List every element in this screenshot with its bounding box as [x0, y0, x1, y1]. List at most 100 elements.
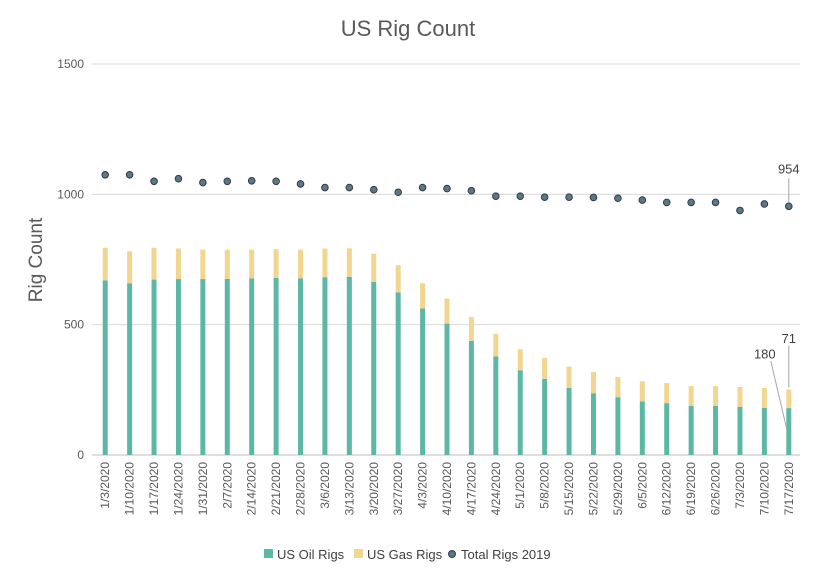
- oil-bar: [542, 378, 548, 455]
- total-rigs-point: [199, 178, 207, 187]
- oil-bar: [566, 387, 572, 455]
- oil-bar: [273, 278, 279, 455]
- x-tick-label: 3/6/2020: [318, 462, 332, 509]
- legend-label: US Oil Rigs: [277, 547, 345, 562]
- gas-bar: [566, 366, 572, 388]
- oil-bar: [322, 277, 328, 455]
- gas-bar: [493, 333, 499, 357]
- gas-bar: [590, 372, 596, 394]
- x-tick-label: 7/3/2020: [733, 462, 747, 509]
- oil-bar: [615, 397, 621, 455]
- x-tick-labels: 1/3/2020 1/10/2020 1/17/2020 1/24/2020 1/31/…: [98, 462, 796, 516]
- oil-bar: [468, 340, 474, 455]
- oil-bar: [102, 280, 108, 455]
- gas-bar: [542, 358, 548, 379]
- x-tick-label: 5/8/2020: [538, 462, 552, 509]
- x-tick-label: 5/15/2020: [562, 462, 576, 516]
- x-tick-label: 2/7/2020: [220, 462, 234, 509]
- total-rigs-point: [565, 193, 573, 202]
- total-rigs-point: [467, 186, 476, 195]
- x-tick-label: 1/10/2020: [123, 462, 137, 516]
- x-tick-label: 4/17/2020: [464, 462, 478, 516]
- gas-bar: [322, 248, 328, 278]
- x-tick-label: 2/21/2020: [269, 462, 283, 516]
- gas-bar: [468, 317, 474, 341]
- gas-bar: [639, 381, 645, 402]
- gas-bar: [761, 388, 767, 408]
- total-rigs-point: [711, 198, 720, 207]
- total-rigs-points: [101, 170, 793, 215]
- x-tick-label: 3/27/2020: [391, 462, 405, 516]
- x-tick-label: 6/5/2020: [635, 462, 649, 509]
- x-tick-label: 6/26/2020: [709, 462, 723, 516]
- data-annotations: 954 180 71: [754, 161, 800, 430]
- gas-bar: [175, 248, 181, 280]
- total-rigs-point: [736, 206, 744, 215]
- gas-bar: [713, 386, 719, 406]
- x-tick-label: 2/14/2020: [245, 462, 259, 516]
- y-tick-labels: 0 500 1000 1500: [57, 57, 84, 462]
- oil-bar: [590, 393, 596, 455]
- oil-bar: [761, 407, 767, 455]
- gas-bar: [151, 247, 157, 280]
- gas-bar: [346, 248, 352, 277]
- x-tick-label: 4/24/2020: [489, 462, 503, 516]
- x-tick-label: 2/28/2020: [294, 462, 308, 516]
- y-axis-label: Rig Count: [26, 217, 47, 302]
- x-tick-label: 5/1/2020: [513, 462, 527, 509]
- oil-bar: [664, 403, 670, 455]
- oil-bar: [346, 276, 352, 455]
- x-tick-label: 4/10/2020: [440, 462, 454, 516]
- oil-bar: [493, 356, 499, 455]
- total-rigs-point: [443, 184, 451, 193]
- total-rigs-point: [125, 170, 134, 179]
- total-rigs-point: [516, 192, 525, 200]
- y-tick-label: 500: [64, 318, 84, 332]
- oil-bar: [737, 406, 743, 455]
- gas-bar: [688, 386, 694, 406]
- gas-bar: [298, 249, 304, 279]
- gas-bar: [420, 283, 426, 309]
- total-rigs-point: [369, 185, 378, 194]
- x-tick-label: 7/17/2020: [782, 462, 796, 516]
- gas-bar: [395, 265, 401, 293]
- total-rigs-point: [150, 177, 158, 186]
- total-rigs-point: [394, 188, 402, 197]
- gas-bar: [371, 253, 377, 282]
- oil-bar: [517, 370, 523, 455]
- oil-bar: [420, 308, 426, 455]
- oil-bar: [175, 279, 181, 455]
- gas-bar: [737, 386, 743, 407]
- oil-bar: [151, 279, 157, 455]
- y-tick-label: 1000: [57, 187, 84, 201]
- legend: US Oil Rigs US Gas Rigs Total Rigs 2019: [264, 547, 551, 562]
- oil-bar: [786, 408, 792, 455]
- gas-bar: [615, 377, 621, 398]
- oil-bar: [444, 323, 450, 455]
- gas-bar: [273, 249, 279, 279]
- annotation-total: 954: [778, 161, 800, 176]
- legend-swatch: [264, 549, 273, 558]
- gas-bar: [127, 251, 133, 284]
- total-rigs-point: [272, 177, 280, 186]
- total-rigs-point: [784, 202, 793, 211]
- x-tick-label: 3/13/2020: [342, 462, 356, 516]
- bars: [102, 247, 792, 455]
- x-tick-label: 3/20/2020: [367, 462, 381, 516]
- gas-bar: [200, 249, 206, 280]
- x-tick-label: 1/17/2020: [147, 462, 161, 516]
- total-rigs-point: [638, 196, 647, 204]
- total-rigs-point: [492, 192, 500, 200]
- oil-bar: [371, 281, 377, 455]
- gas-bar: [444, 298, 450, 324]
- x-tick-label: 1/31/2020: [196, 462, 210, 516]
- x-tick-label: 7/10/2020: [757, 462, 771, 516]
- total-rigs-point: [760, 200, 769, 208]
- total-rigs-point: [345, 183, 354, 192]
- total-rigs-point: [296, 180, 305, 188]
- total-rigs-point: [174, 174, 183, 183]
- gas-bar: [102, 247, 108, 281]
- legend-swatch: [448, 550, 456, 558]
- gas-bar: [517, 349, 523, 371]
